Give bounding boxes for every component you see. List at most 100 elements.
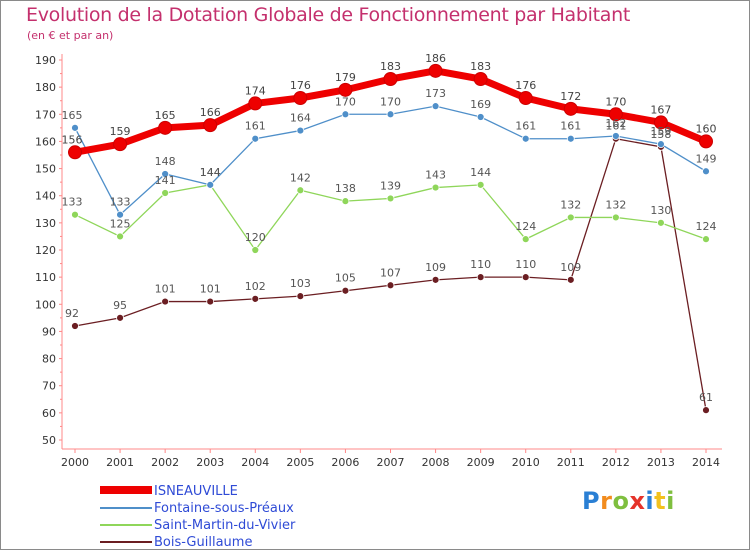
data-point bbox=[476, 273, 485, 282]
data-label: 105 bbox=[335, 272, 356, 285]
y-tick-label: 60 bbox=[42, 407, 56, 420]
logo-letter: t bbox=[654, 487, 667, 515]
legend-label: Fontaine-sous-Préaux bbox=[154, 501, 294, 516]
data-point bbox=[71, 322, 79, 330]
x-tick-label: 2012 bbox=[602, 456, 630, 469]
data-label: 144 bbox=[470, 166, 491, 179]
data-label: 132 bbox=[560, 198, 581, 211]
y-tick-label: 150 bbox=[35, 163, 56, 176]
data-point bbox=[702, 167, 710, 176]
data-label: 160 bbox=[696, 122, 717, 135]
logo-letter: i bbox=[645, 487, 655, 515]
data-point bbox=[702, 235, 710, 244]
legend-swatch bbox=[100, 524, 152, 526]
data-point bbox=[657, 218, 665, 227]
data-point bbox=[428, 63, 443, 78]
data-label: 176 bbox=[290, 79, 311, 92]
data-point bbox=[116, 210, 124, 219]
data-labels: 92 95 101 101 102 103 105 107 109 110 110 109 161 158… bbox=[62, 52, 717, 404]
data-point bbox=[206, 297, 215, 306]
data-label: 149 bbox=[696, 152, 717, 165]
data-label: 107 bbox=[380, 266, 401, 279]
data-label: 165 bbox=[62, 109, 83, 122]
data-label: 170 bbox=[380, 95, 401, 108]
data-label: 144 bbox=[200, 166, 221, 179]
y-tick-label: 90 bbox=[42, 325, 56, 338]
data-label: 165 bbox=[155, 109, 176, 122]
legend-swatch bbox=[100, 541, 152, 543]
data-point bbox=[341, 197, 350, 206]
data-label: 161 bbox=[605, 120, 626, 133]
x-tick-label: 2014 bbox=[692, 456, 720, 469]
data-label: 141 bbox=[155, 174, 176, 187]
series-saint-martin-du-vivier bbox=[71, 180, 710, 254]
data-label: 148 bbox=[155, 155, 176, 168]
data-label: 156 bbox=[62, 133, 83, 146]
data-label: 133 bbox=[62, 196, 83, 209]
y-tick-label: 50 bbox=[42, 434, 56, 447]
x-tick-label: 2005 bbox=[286, 456, 314, 469]
data-label: 133 bbox=[110, 196, 131, 209]
data-label: 164 bbox=[290, 112, 311, 125]
data-label: 174 bbox=[245, 84, 266, 97]
data-label: 159 bbox=[110, 125, 131, 138]
data-label: 103 bbox=[290, 277, 311, 290]
y-tick-label: 130 bbox=[35, 217, 56, 230]
data-point bbox=[657, 140, 665, 149]
x-tick-label: 2003 bbox=[196, 456, 224, 469]
data-label: 120 bbox=[245, 231, 266, 244]
data-point bbox=[653, 115, 668, 130]
data-label: 142 bbox=[290, 171, 311, 184]
legend-swatch bbox=[100, 507, 152, 509]
logo-letter: x bbox=[629, 487, 646, 515]
data-point bbox=[161, 170, 170, 178]
data-label: 161 bbox=[560, 120, 581, 133]
data-point bbox=[203, 118, 218, 133]
legend-label: Saint-Martin-du-Vivier bbox=[154, 518, 296, 533]
data-point bbox=[611, 213, 620, 222]
data-label: 162 bbox=[605, 117, 626, 130]
chart-title: Evolution de la Dotation Globale de Fonc… bbox=[26, 4, 631, 26]
data-label: 109 bbox=[425, 261, 446, 274]
x-tick-label: 2008 bbox=[422, 456, 450, 469]
data-label: 110 bbox=[470, 258, 491, 271]
data-label: 159 bbox=[650, 125, 671, 138]
data-label: 61 bbox=[699, 391, 713, 404]
x-tick-label: 2001 bbox=[106, 456, 134, 469]
data-point bbox=[116, 232, 124, 241]
data-point bbox=[293, 91, 308, 105]
data-label: 144 bbox=[200, 166, 221, 179]
y-tick-label: 180 bbox=[35, 81, 56, 94]
data-point bbox=[386, 194, 395, 203]
data-point bbox=[251, 246, 260, 254]
x-tick-label: 2013 bbox=[647, 456, 675, 469]
data-point bbox=[296, 186, 305, 195]
data-label: 161 bbox=[515, 120, 536, 133]
y-tick-label: 110 bbox=[35, 271, 56, 284]
data-point bbox=[566, 213, 575, 222]
series-layer bbox=[68, 63, 713, 415]
data-label: 110 bbox=[515, 258, 536, 271]
x-tick-label: 2006 bbox=[331, 456, 359, 469]
data-point bbox=[476, 180, 485, 189]
data-point bbox=[71, 123, 79, 132]
data-point bbox=[521, 235, 530, 244]
data-point bbox=[116, 313, 124, 322]
series-fontaine-sous-preaux bbox=[71, 102, 710, 219]
data-point bbox=[158, 120, 173, 135]
data-label: 158 bbox=[650, 128, 671, 141]
data-point bbox=[566, 275, 575, 284]
data-point bbox=[521, 134, 530, 143]
x-tick-label: 2004 bbox=[241, 456, 269, 469]
data-point bbox=[296, 292, 305, 301]
x-tick-label: 2011 bbox=[557, 456, 585, 469]
data-label: 179 bbox=[335, 71, 356, 84]
data-point bbox=[251, 134, 260, 143]
data-point bbox=[431, 183, 440, 192]
data-point bbox=[431, 275, 440, 284]
data-point bbox=[702, 406, 710, 415]
logo-letter: o bbox=[612, 487, 630, 515]
x-tick-label: 2000 bbox=[61, 456, 89, 469]
data-point bbox=[251, 294, 260, 303]
